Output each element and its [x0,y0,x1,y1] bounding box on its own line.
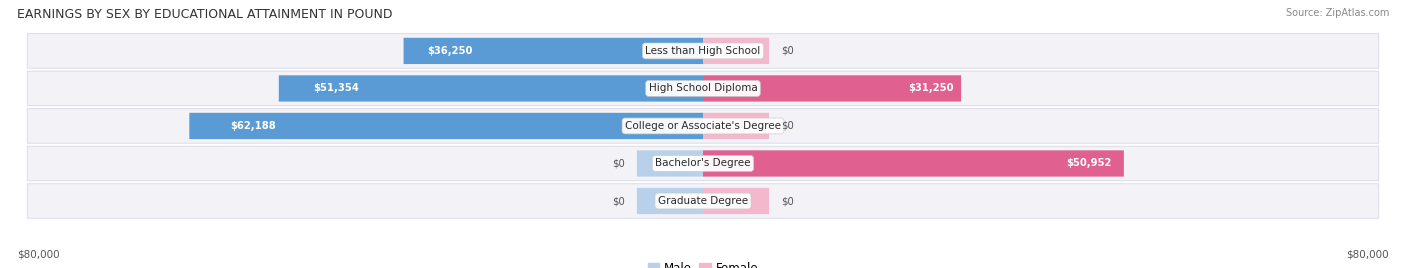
Text: High School Diploma: High School Diploma [648,83,758,94]
Text: Bachelor's Degree: Bachelor's Degree [655,158,751,169]
Text: $0: $0 [782,121,794,131]
Text: $31,250: $31,250 [908,83,953,94]
FancyBboxPatch shape [703,150,1123,177]
Text: $0: $0 [782,46,794,56]
FancyBboxPatch shape [703,113,769,139]
Text: $80,000: $80,000 [1347,250,1389,260]
Text: Graduate Degree: Graduate Degree [658,196,748,206]
FancyBboxPatch shape [27,146,1379,181]
Legend: Male, Female: Male, Female [643,257,763,268]
Text: $0: $0 [612,196,624,206]
FancyBboxPatch shape [27,109,1379,143]
FancyBboxPatch shape [404,38,703,64]
FancyBboxPatch shape [703,188,769,214]
FancyBboxPatch shape [278,75,703,102]
FancyBboxPatch shape [27,34,1379,68]
FancyBboxPatch shape [637,150,703,177]
FancyBboxPatch shape [703,75,962,102]
Text: $36,250: $36,250 [427,46,472,56]
Text: Source: ZipAtlas.com: Source: ZipAtlas.com [1285,8,1389,18]
FancyBboxPatch shape [27,184,1379,218]
Text: $50,952: $50,952 [1066,158,1111,169]
Text: Less than High School: Less than High School [645,46,761,56]
Text: $0: $0 [782,196,794,206]
Text: EARNINGS BY SEX BY EDUCATIONAL ATTAINMENT IN POUND: EARNINGS BY SEX BY EDUCATIONAL ATTAINMEN… [17,8,392,21]
FancyBboxPatch shape [190,113,703,139]
Text: College or Associate's Degree: College or Associate's Degree [626,121,780,131]
Text: $80,000: $80,000 [17,250,59,260]
Text: $0: $0 [612,158,624,169]
FancyBboxPatch shape [703,38,769,64]
Text: $62,188: $62,188 [231,121,276,131]
Text: $51,354: $51,354 [312,83,359,94]
FancyBboxPatch shape [637,188,703,214]
FancyBboxPatch shape [27,71,1379,106]
